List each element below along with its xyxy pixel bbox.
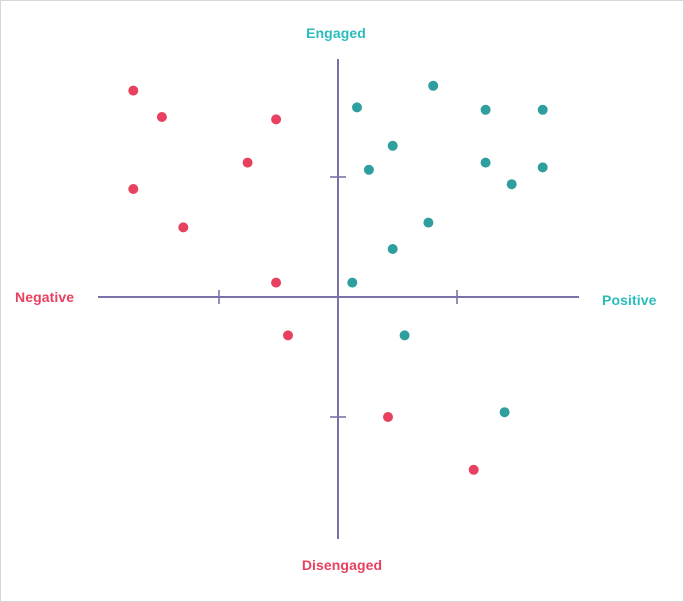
negative-data-point [383,412,393,422]
positive-data-point [506,179,517,190]
negative-data-point [178,222,189,233]
negative-data-point [128,85,139,96]
data-points [128,80,548,475]
positive-data-point [537,162,548,173]
positive-data-point [399,330,410,341]
negative-data-point [468,464,479,475]
negative-data-point [128,184,139,194]
positive-data-point [387,140,398,151]
axis-label-top: Engaged [306,25,366,41]
positive-data-point [428,80,439,91]
axes [98,59,579,539]
positive-data-point [423,217,434,228]
negative-data-point [271,114,282,125]
axis-label-left: Negative [15,289,74,305]
negative-data-point [156,112,167,122]
positive-data-point [363,164,374,175]
negative-data-point [242,157,253,168]
positive-data-point [480,157,491,168]
positive-data-point [537,104,548,115]
positive-data-point [499,407,510,418]
positive-data-point [352,102,362,113]
axis-label-bottom: Disengaged [302,557,382,573]
negative-data-point [283,330,293,341]
negative-data-point [271,277,282,288]
axis-label-right: Positive [602,292,657,308]
positive-data-point [347,277,358,288]
positive-data-point [387,244,398,254]
positive-data-point [480,104,491,115]
